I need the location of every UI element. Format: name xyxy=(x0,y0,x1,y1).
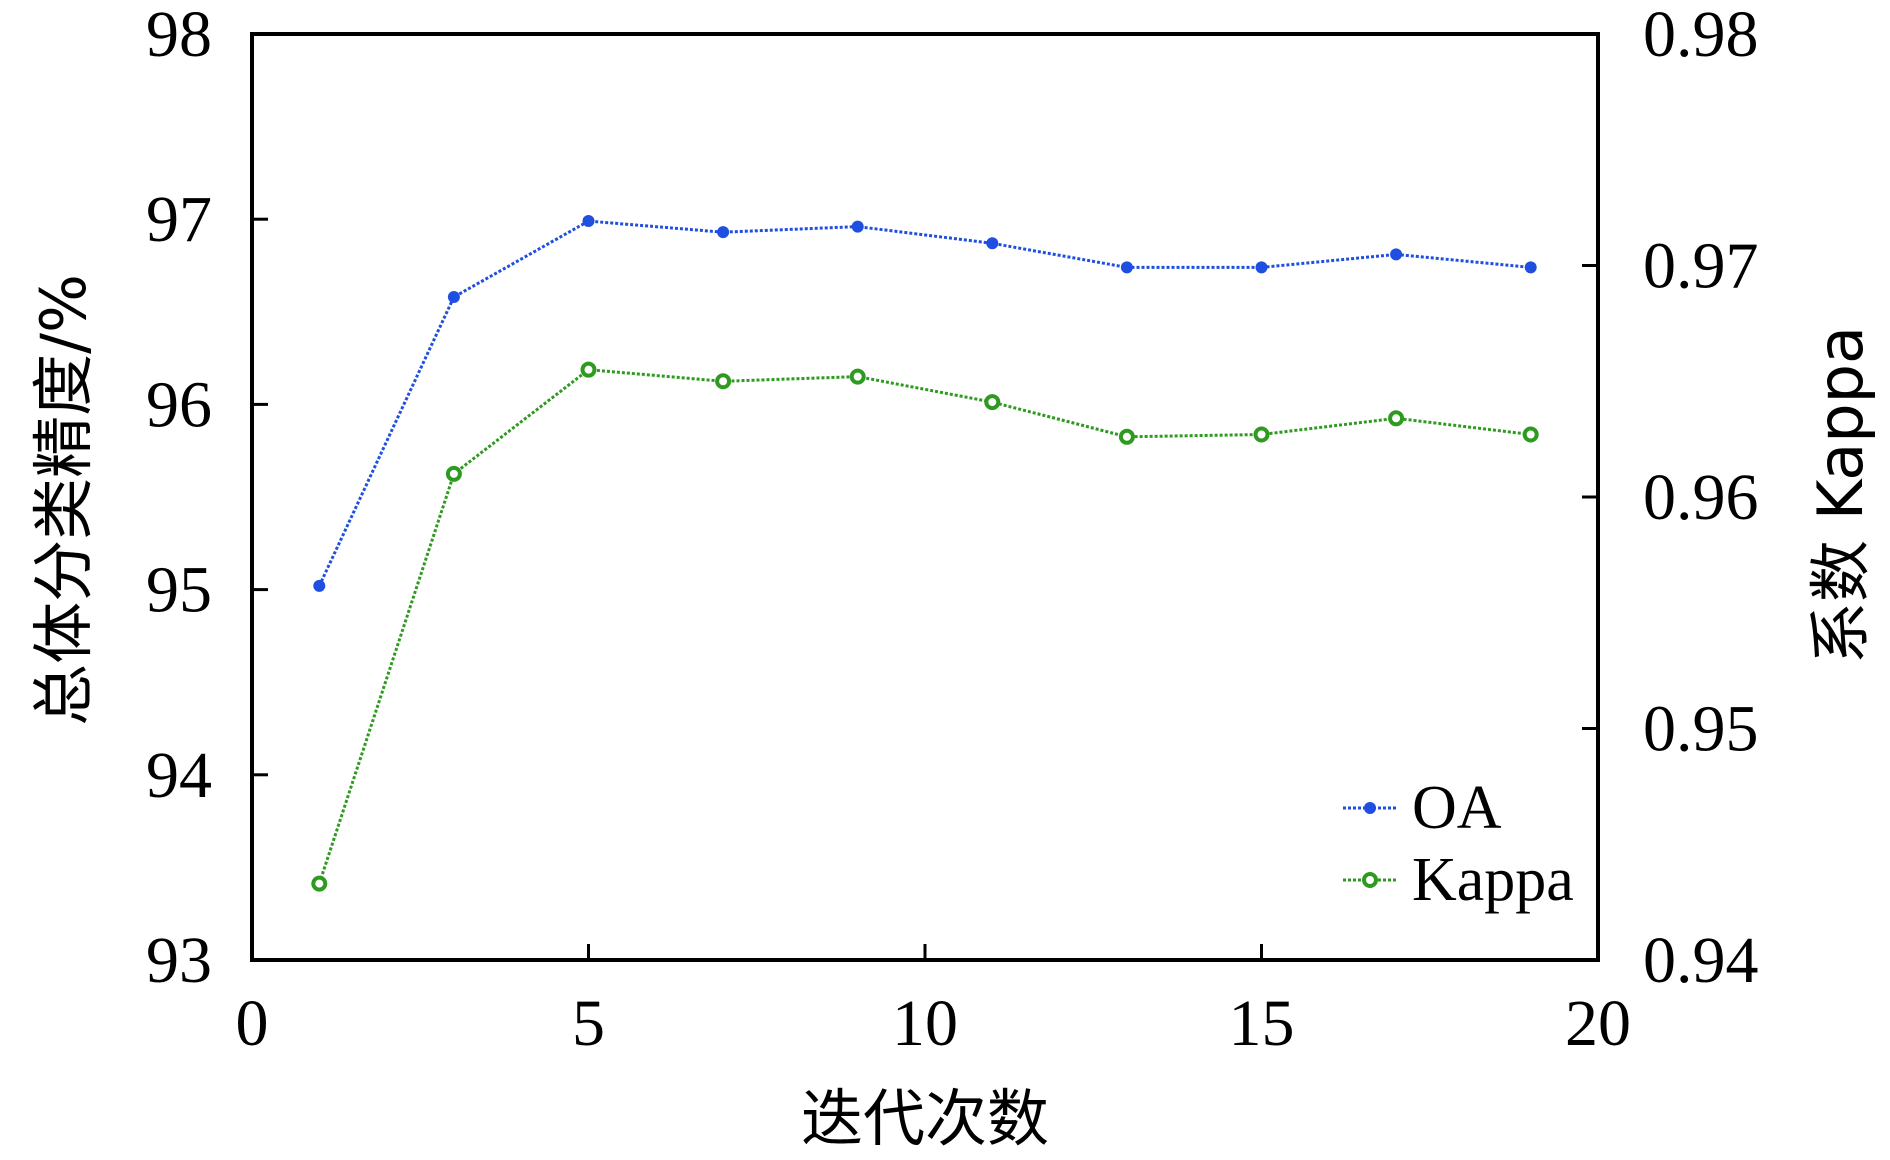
data-point-oa xyxy=(1524,261,1537,274)
y-right-tick-label: 0.96 xyxy=(1643,461,1759,534)
y-right-tick-label: 0.95 xyxy=(1643,693,1759,766)
plot-frame xyxy=(250,32,1600,962)
y-right-tick-label: 0.98 xyxy=(1643,0,1759,71)
legend-label-oa: OA xyxy=(1412,774,1502,842)
x-axis-title: 迭代次数 xyxy=(801,1082,1049,1155)
data-point-oa xyxy=(851,220,864,233)
y-left-tick-label: 98 xyxy=(146,0,212,71)
legend-marker-kappa xyxy=(1362,872,1378,888)
y-axis-right-title: 系数 Kappa xyxy=(1804,326,1877,664)
data-point-oa xyxy=(582,215,595,228)
y-left-tick-label: 94 xyxy=(146,739,212,812)
series-layer xyxy=(311,215,1539,892)
series-line-oa xyxy=(317,219,1531,587)
data-point-oa xyxy=(313,579,326,592)
data-point-kappa xyxy=(1522,426,1539,443)
legend-label-kappa: Kappa xyxy=(1412,846,1574,914)
y-axis-left-title: 总体分类精度/% xyxy=(27,274,100,726)
y-right-tick-label: 0.97 xyxy=(1643,230,1759,303)
x-tick-label: 20 xyxy=(1565,987,1631,1060)
data-point-kappa xyxy=(311,875,328,892)
data-point-oa xyxy=(1390,248,1403,261)
legend-entry-oa: OA xyxy=(1343,774,1502,842)
x-tick-label: 10 xyxy=(892,987,958,1060)
data-point-oa xyxy=(1255,261,1268,274)
data-point-kappa xyxy=(1253,426,1270,443)
y-left-tick-label: 96 xyxy=(146,368,212,441)
data-point-kappa xyxy=(445,465,462,482)
data-point-kappa xyxy=(1388,410,1405,427)
x-tick-label: 15 xyxy=(1229,987,1295,1060)
data-point-oa xyxy=(986,237,999,250)
data-point-kappa xyxy=(984,394,1001,411)
x-tick-label: 5 xyxy=(572,987,605,1060)
data-point-oa xyxy=(717,226,730,239)
legend: OA Kappa xyxy=(1343,774,1574,914)
x-tick-label: 0 xyxy=(236,987,269,1060)
y-left-tick-label: 93 xyxy=(146,924,212,997)
data-point-oa xyxy=(447,290,460,303)
legend-entry-kappa: Kappa xyxy=(1343,846,1574,914)
data-point-kappa xyxy=(580,361,597,378)
legend-marker-oa xyxy=(1364,802,1376,814)
data-point-kappa xyxy=(1118,428,1135,445)
y-right-tick-label: 0.94 xyxy=(1643,924,1759,997)
y-left-tick-label: 97 xyxy=(146,183,212,256)
series-line-kappa xyxy=(317,368,1531,885)
data-point-kappa xyxy=(715,373,732,390)
data-point-oa xyxy=(1120,261,1133,274)
axis-ticks: 0 5 10 15 20 93 94 95 96 97 98 0.94 0.95 0.96 0.97 0.98 xyxy=(146,0,1759,1060)
data-point-kappa xyxy=(849,368,866,385)
y-left-tick-label: 95 xyxy=(146,554,212,627)
